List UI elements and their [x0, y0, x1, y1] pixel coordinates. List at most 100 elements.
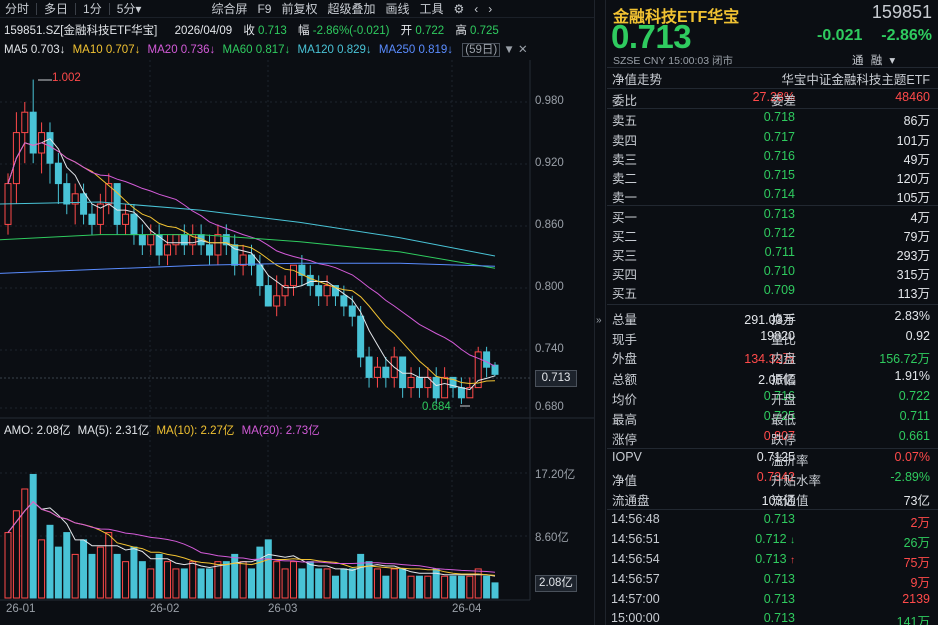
candle-up	[323, 285, 331, 297]
info-line: 159851.SZ[金融科技ETF华宝] 2026/04/09 收 0.713 …	[4, 22, 499, 38]
bid-row[interactable]: 买三 0.711 293万	[607, 243, 938, 263]
candle-up	[164, 244, 172, 256]
btn-draw-line[interactable]: 画线	[385, 2, 410, 16]
tick-volume: 141万	[896, 615, 930, 625]
divider	[607, 509, 938, 510]
candle-down	[491, 364, 499, 375]
ask-row[interactable]: 卖二 0.715 120万	[607, 166, 938, 186]
bid-row[interactable]: 买二 0.712 79万	[607, 224, 938, 244]
volume-bar-down	[180, 568, 188, 599]
divider	[36, 2, 38, 15]
triangle-down-icon[interactable]: ▼	[503, 44, 515, 56]
tick-time: 14:57:00	[611, 592, 660, 606]
tick-volume: 2万	[910, 516, 930, 530]
stat-row: 外盘 134.32万 内盘 156.72万	[607, 346, 938, 366]
divider	[607, 67, 938, 68]
iopv-value: 0.7125	[756, 450, 795, 464]
btn-super-overlay[interactable]: 超级叠加	[327, 2, 376, 16]
tag-rong[interactable]: 融	[870, 55, 883, 67]
candle-down	[88, 213, 96, 225]
tag-tong[interactable]: 通	[852, 55, 864, 67]
last-price: 0.713	[611, 18, 692, 55]
volume-bar-down	[256, 546, 264, 599]
bid-row[interactable]: 买一 0.713 4万	[607, 205, 938, 225]
price-axis-label: 0.860	[535, 219, 564, 231]
volume-bar-down	[483, 575, 491, 599]
tab-intraday[interactable]: 分时	[5, 2, 30, 16]
candle-up	[289, 264, 297, 287]
candle-down	[331, 285, 339, 297]
gear-icon[interactable]: ⚙	[453, 1, 465, 16]
trend-row[interactable]: 净值走势 华宝中证金融科技主题ETF	[607, 67, 938, 87]
open-value: 0.722	[415, 25, 445, 37]
volume-bar-up	[407, 575, 415, 599]
btn-composite[interactable]: 综合屏	[211, 2, 248, 16]
price-axis-label: 0.740	[535, 343, 564, 355]
ask-row[interactable]: 卖四 0.717 101万	[607, 128, 938, 148]
candle-down	[348, 305, 356, 317]
webi-row: 委比 27.28% 委差 48460	[607, 88, 938, 108]
btn-forward-adjust[interactable]: 前复权	[281, 2, 318, 16]
webi-label: 委比	[612, 94, 638, 108]
ask-label: 卖三	[612, 153, 638, 167]
volume-bar-up	[281, 568, 289, 599]
ask-row[interactable]: 卖一 0.714 105万	[607, 185, 938, 205]
close-icon[interactable]: ✕	[517, 44, 528, 56]
ask-row[interactable]: 卖五 0.718 86万	[607, 108, 938, 128]
candle-up	[281, 285, 289, 297]
kline-chart[interactable]	[0, 0, 594, 625]
btn-f9[interactable]: F9	[257, 1, 272, 16]
tab-5min[interactable]: 5分▾	[112, 0, 147, 17]
tick-row: 14:56:51 0.712 ↓ 26万	[607, 530, 938, 550]
bid-price: 0.711	[764, 245, 795, 259]
chart-toolbar: 分时 多日 1分 5分▾ 综合屏 F9 前复权 超级叠加 画线 工具 ⚙ ‹ ›	[0, 0, 594, 18]
days-selector[interactable]: (59日)	[462, 43, 501, 57]
chevron-right-icon[interactable]: ›	[488, 1, 493, 16]
bid-volume: 315万	[896, 268, 930, 282]
volume-axis-label: 8.60亿	[535, 532, 569, 544]
candle-down	[298, 264, 306, 276]
date-label: 2026/04/09	[174, 25, 233, 37]
candle-down	[206, 244, 214, 256]
stat-label: 最低	[771, 413, 797, 427]
wecha-value: 48460	[895, 90, 930, 104]
stat-label: 跌停	[771, 433, 797, 447]
ma5-legend: MA5 0.703↓	[4, 44, 66, 56]
stat-label: 总量	[612, 313, 638, 327]
panel-collapse-toggle[interactable]: »	[594, 0, 606, 625]
volume-bar-down	[298, 568, 306, 599]
tick-price: 0.713 ↑	[707, 552, 795, 566]
ask-row[interactable]: 卖三 0.716 49万	[607, 147, 938, 167]
volume-bar-up	[390, 568, 398, 599]
bid-row[interactable]: 买五 0.709 113万	[607, 281, 938, 301]
chevron-left-icon[interactable]: ‹	[474, 1, 479, 16]
stat-value: 19820	[760, 329, 795, 343]
trend-label[interactable]: 净值走势	[612, 73, 663, 87]
ask-volume: 86万	[903, 114, 930, 128]
volume-bar-down	[357, 553, 365, 599]
stat-label: 外盘	[612, 352, 638, 366]
divider	[607, 448, 938, 449]
tick-price: 0.713	[763, 512, 795, 526]
candle-down	[63, 183, 71, 205]
ask-volume: 120万	[896, 172, 930, 186]
tab-multiday[interactable]: 多日	[44, 2, 69, 16]
high-value: 0.725	[470, 25, 499, 37]
tab-1min[interactable]: 1分	[83, 2, 102, 16]
x-axis-label: 26-01	[6, 603, 36, 615]
volume-bar-up	[164, 561, 172, 599]
candle-down	[306, 274, 314, 287]
ma60-line	[0, 234, 496, 269]
volume-bar-down	[348, 568, 356, 599]
kline-panel[interactable]: 分时 多日 1分 5分▾ 综合屏 F9 前复权 超级叠加 画线 工具 ⚙ ‹ ›…	[0, 0, 594, 625]
volume-bar-up	[71, 553, 79, 599]
stat-value: 291.03万	[744, 313, 795, 327]
amo-ma5: MA(5): 2.31亿	[77, 425, 150, 437]
bid-row[interactable]: 买四 0.710 315万	[607, 262, 938, 282]
tick-volume: 9万	[910, 576, 930, 590]
btn-tools[interactable]: 工具	[419, 2, 444, 16]
divider	[607, 304, 938, 305]
candle-down	[222, 234, 230, 246]
amo-ma20: MA(20): 2.73亿	[241, 425, 320, 437]
chevron-down-icon[interactable]: ▾	[889, 55, 896, 67]
